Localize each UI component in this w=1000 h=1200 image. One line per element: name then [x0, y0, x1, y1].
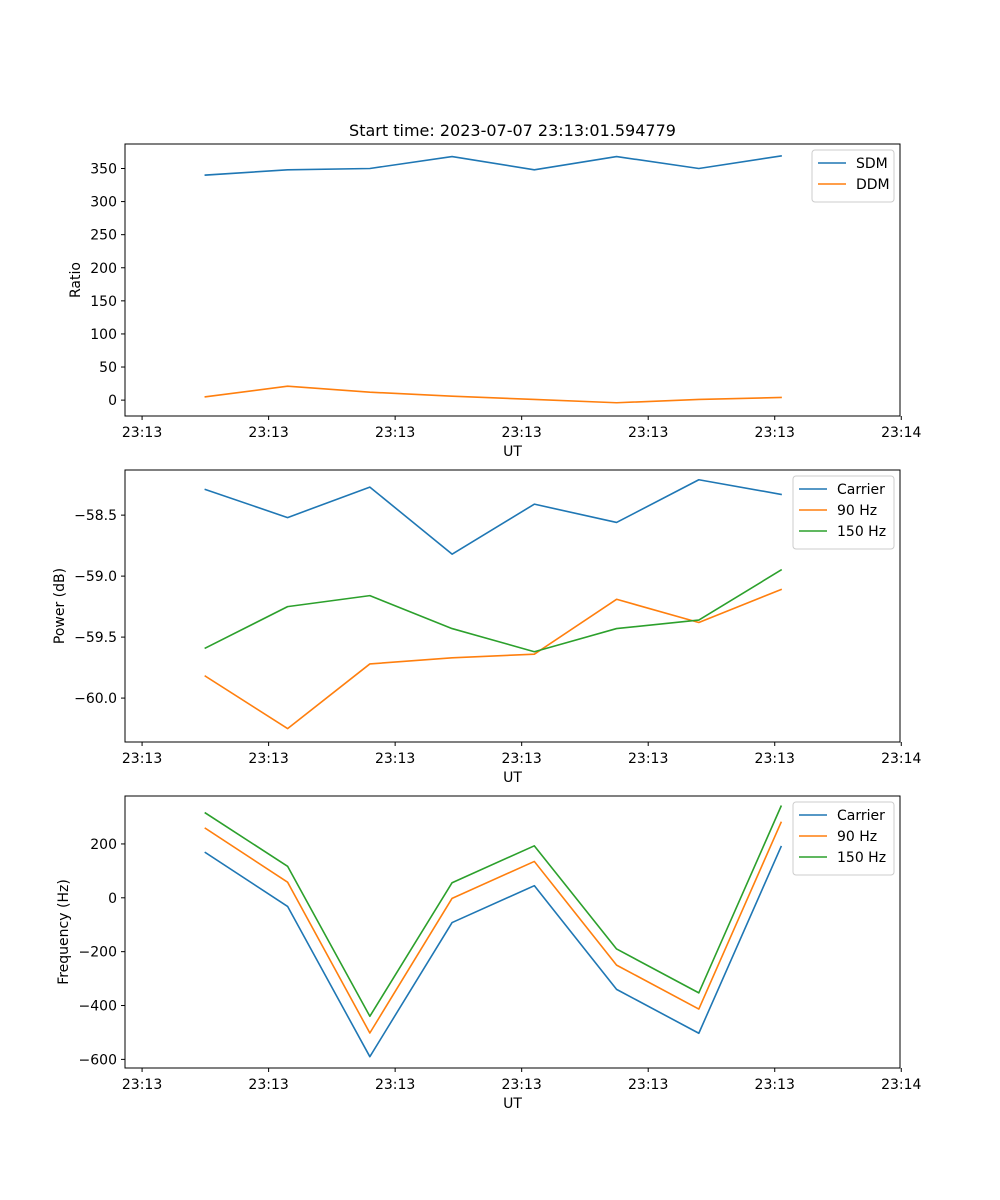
- chart-2-series-90-hz-line: [204, 588, 783, 730]
- chart-2-y-axis-label: Power (dB): [52, 568, 68, 644]
- chart-1-y-tick-label: 0: [108, 393, 117, 409]
- chart-1-series-sdm-line: [204, 154, 782, 176]
- chart-3-legend-label-carrier: Carrier: [837, 808, 885, 824]
- chart-1-legend-label-ddm: DDM: [856, 177, 890, 193]
- chart-3-y-axis-label: Frequency (Hz): [56, 879, 72, 985]
- chart-2-series-150-hz-line: [204, 568, 783, 653]
- chart-1-x-tick-label: 23:13: [375, 425, 415, 441]
- chart-2-legend-label-carrier: Carrier: [837, 482, 885, 498]
- chart-3-x-tick-label: 23:13: [122, 1077, 162, 1093]
- chart-1-x-tick-label: 23:13: [122, 425, 162, 441]
- chart-1-y-tick-label: 250: [90, 228, 117, 244]
- chart-2-y-tick-label: −60.0: [74, 691, 117, 707]
- chart-3-legend: Carrier 90 Hz 150 Hz: [792, 801, 895, 876]
- chart-2-y-tick-label: −59.5: [74, 630, 117, 646]
- chart-1-y-tick-label: 50: [99, 360, 117, 376]
- chart-1-x-tick-label: 23:13: [755, 425, 795, 441]
- chart-3-plot-area: [124, 795, 901, 1069]
- chart-1-x-tick-label: 23:13: [501, 425, 541, 441]
- chart-1-y-tick-label: 200: [90, 261, 117, 277]
- chart-1-x-tick-label: 23:13: [248, 425, 288, 441]
- chart-2-legend: Carrier 90 Hz 150 Hz: [792, 475, 895, 550]
- chart-3-series-carrier-line: [204, 845, 783, 1058]
- chart-2-legend-label-150-hz: 150 Hz: [837, 524, 886, 540]
- chart-1-y-tick-label: 350: [90, 161, 117, 177]
- chart-3-x-tick-label: 23:13: [628, 1077, 668, 1093]
- chart-3-x-tick-label: 23:13: [501, 1077, 541, 1093]
- chart-3-legend-label-150-hz: 150 Hz: [837, 850, 886, 866]
- chart-2-y-tick-label: −59.0: [74, 569, 117, 585]
- chart-3-series-150-hz-line: [204, 805, 783, 1018]
- chart-3-y-tick-label: −400: [79, 999, 117, 1015]
- chart-3-x-tick-label: 23:14: [881, 1077, 921, 1093]
- chart-3-x-tick-label: 23:13: [755, 1077, 795, 1093]
- chart-3-y-tick-label: −600: [79, 1052, 117, 1068]
- chart-3-x-tick-label: 23:13: [375, 1077, 415, 1093]
- chart-1-x-tick-label: 23:14: [881, 425, 921, 441]
- chart-2-x-tick-label: 23:13: [755, 751, 795, 767]
- chart-2-x-axis-label: UT: [503, 770, 522, 786]
- chart-2-x-tick-label: 23:13: [122, 751, 162, 767]
- chart-1-title: Start time: 2023-07-07 23:13:01.594779: [349, 121, 676, 140]
- chart-2-x-tick-label: 23:13: [501, 751, 541, 767]
- chart-2: 23:13 23:13 23:13 23:13 23:13 23:13 23:14 −60.0…: [52, 469, 922, 786]
- chart-1-x-axis-label: UT: [503, 444, 522, 460]
- chart-2-plot-area: [124, 469, 901, 743]
- chart-1: Start time: 2023-07-07 23:13:01.594779 23…: [68, 121, 922, 460]
- chart-2-x-tick-label: 23:13: [375, 751, 415, 767]
- chart-1-legend: SDM DDM: [811, 149, 895, 203]
- chart-1-plot-area: [124, 143, 901, 417]
- chart-2-legend-label-90-hz: 90 Hz: [837, 503, 877, 519]
- chart-1-series-ddm-line: [204, 385, 782, 404]
- chart-1-y-tick-label: 100: [90, 327, 117, 343]
- chart-3-x-axis-label: UT: [503, 1096, 522, 1112]
- chart-3-legend-label-90-hz: 90 Hz: [837, 829, 877, 845]
- chart-1-y-tick-label: 150: [90, 294, 117, 310]
- chart-3-y-tick-label: 200: [90, 837, 117, 853]
- chart-1-y-tick-label: 300: [90, 195, 117, 211]
- chart-3-y-tick-label: −200: [79, 945, 117, 961]
- chart-2-x-tick-label: 23:13: [248, 751, 288, 767]
- chart-1-legend-label-sdm: SDM: [856, 156, 888, 172]
- chart-2-series-carrier-line: [204, 478, 782, 555]
- chart-1-y-axis-label: Ratio: [68, 262, 84, 298]
- chart-3-series-90-hz-line: [204, 821, 783, 1034]
- chart-2-x-tick-label: 23:13: [628, 751, 668, 767]
- chart-3: 23:13 23:13 23:13 23:13 23:13 23:13 23:14 −600 −…: [56, 795, 922, 1112]
- chart-3-y-tick-label: 0: [108, 891, 117, 907]
- chart-3-x-tick-label: 23:13: [248, 1077, 288, 1093]
- chart-1-x-tick-label: 23:13: [628, 425, 668, 441]
- chart-2-x-tick-label: 23:14: [881, 751, 921, 767]
- chart-2-y-tick-label: −58.5: [74, 508, 117, 524]
